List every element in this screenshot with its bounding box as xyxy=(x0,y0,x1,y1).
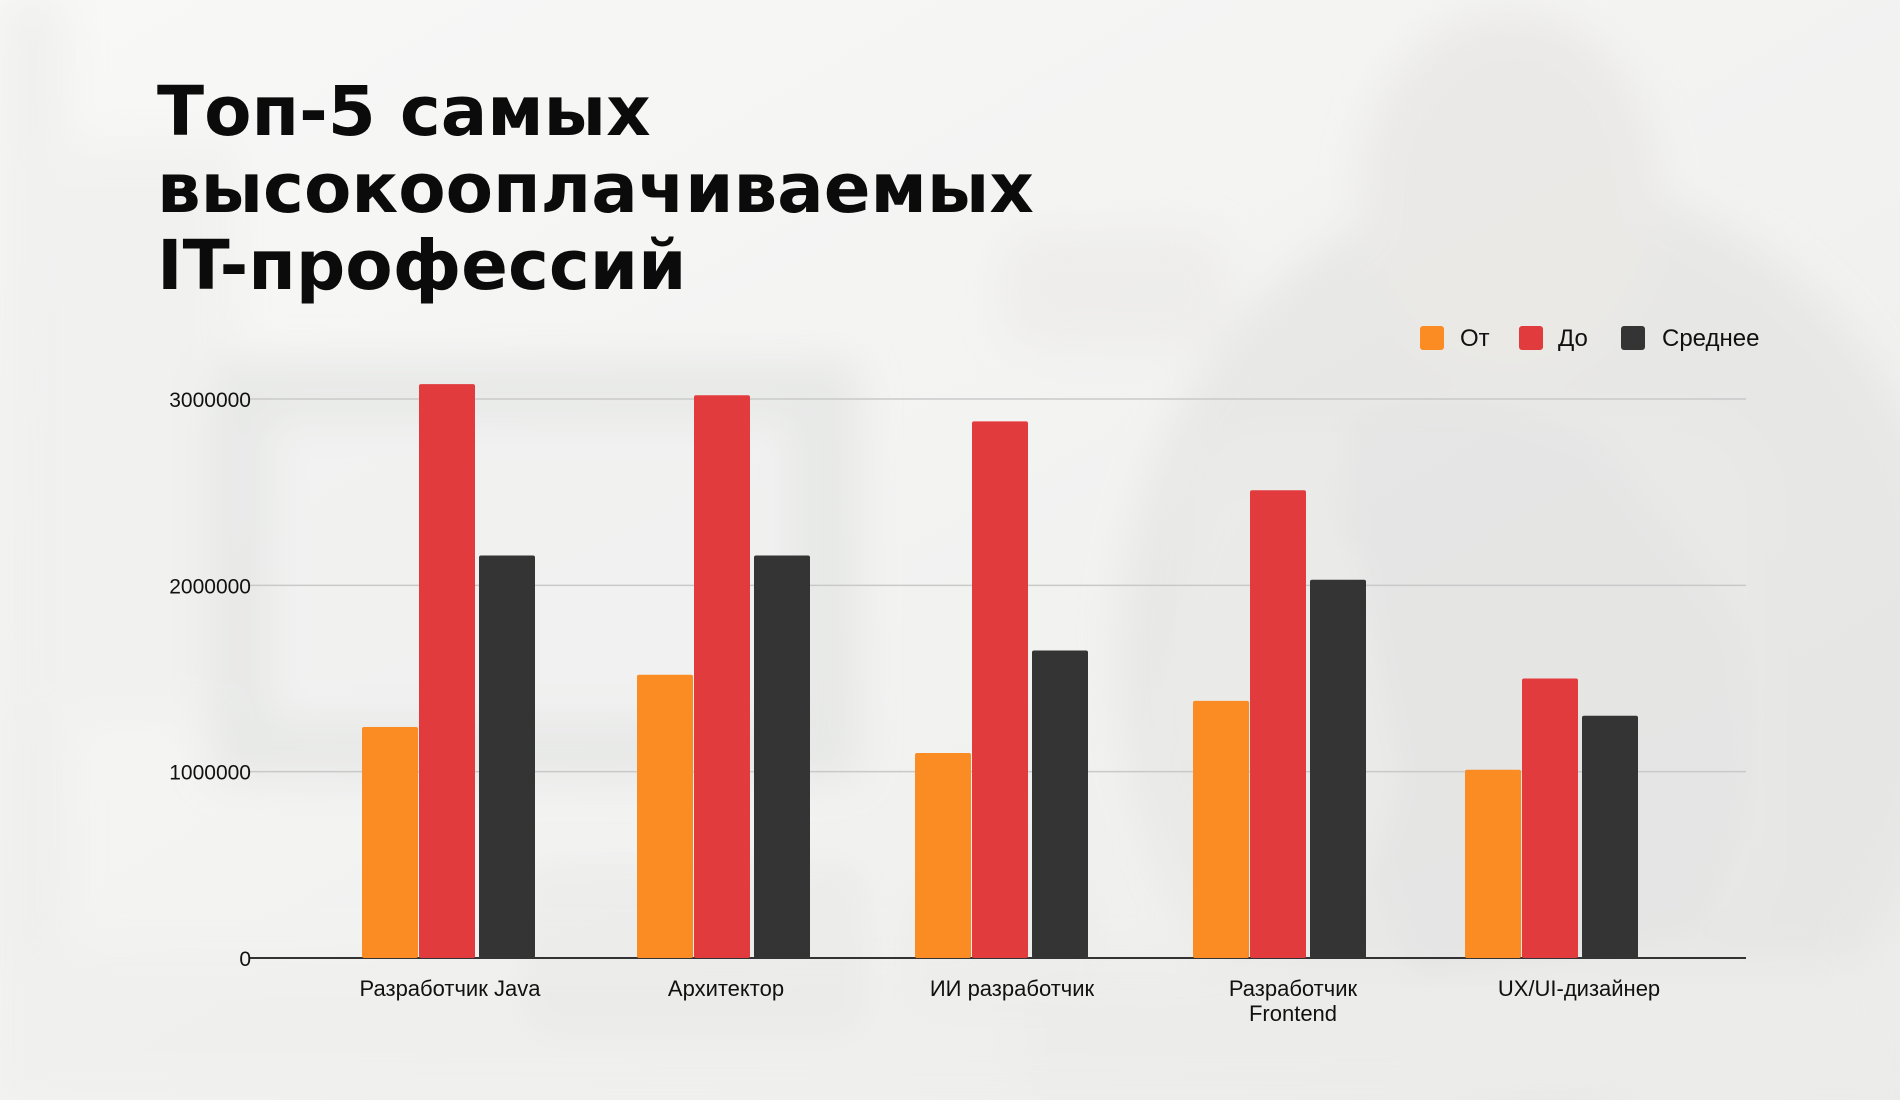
bar-group-ии-разработчик xyxy=(915,421,1088,958)
bar-от-ux-ui-дизайнер xyxy=(1465,769,1521,958)
legend-label: Среднее xyxy=(1662,325,1759,352)
x-tick-label-разработчик-java: Разработчик Java xyxy=(360,976,542,1001)
bar-от-ии-разработчик xyxy=(915,753,971,958)
page-title-line-1: Топ-5 самых xyxy=(157,72,651,152)
y-tick-label: 0 xyxy=(239,948,251,971)
x-tick-label-архитектор: Архитектор xyxy=(668,976,784,1001)
bar-group-разработчик-java xyxy=(362,384,535,958)
legend-swatch xyxy=(1621,326,1645,350)
bars xyxy=(362,384,1638,959)
bar-до-ux-ui-дизайнер xyxy=(1522,678,1578,958)
legend-swatch xyxy=(1420,326,1444,350)
x-axis-labels: Разработчик Java Архитектор ИИ разработчик… xyxy=(360,976,1661,1026)
bar-до-разработчик-java xyxy=(419,384,475,958)
bar-от-разработчик-java xyxy=(362,726,418,958)
legend-label: От xyxy=(1460,325,1490,352)
page-title: Топ-5 самых высокооплачиваемых IT-профес… xyxy=(157,74,1034,305)
bar-от-разработчик-frontend xyxy=(1193,700,1249,958)
x-tick-label-ux-ui-дизайнер: UX/UI-дизайнер xyxy=(1498,976,1660,1001)
page-title-line-3: IT-профессий xyxy=(157,226,687,306)
x-tick-label-разработчик-frontend: Разработчик Frontend xyxy=(1229,976,1358,1026)
bar-среднее-разработчик-frontend xyxy=(1310,579,1366,958)
page-title-line-2: высокооплачиваемых xyxy=(157,149,1034,229)
y-tick-label: 2000000 xyxy=(169,575,251,598)
legend: От До Среднее xyxy=(1420,325,1759,352)
x-tick-label-line: Разработчик xyxy=(1229,976,1358,1001)
bar-от-архитектор xyxy=(637,674,693,958)
bar-среднее-архитектор xyxy=(754,555,810,958)
bar-group-архитектор xyxy=(637,395,810,959)
bar-среднее-ux-ui-дизайнер xyxy=(1582,715,1638,958)
x-tick-label-ии-разработчик: ИИ разработчик xyxy=(930,976,1095,1001)
y-tick-label: 3000000 xyxy=(169,389,251,412)
legend-item-среднее: Среднее xyxy=(1621,325,1759,352)
legend-item-до: До xyxy=(1519,325,1588,352)
bar-до-разработчик-frontend xyxy=(1250,490,1306,958)
legend-item-от: От xyxy=(1420,325,1490,352)
legend-label: До xyxy=(1558,325,1588,352)
y-tick-label: 1000000 xyxy=(169,762,251,785)
bar-до-ии-разработчик xyxy=(972,421,1028,958)
bar-group-разработчик-frontend xyxy=(1193,490,1366,958)
bar-до-архитектор xyxy=(694,395,750,959)
bar-group-ux-ui-дизайнер xyxy=(1465,678,1638,958)
bar-среднее-разработчик-java xyxy=(479,555,535,958)
bar-среднее-ии-разработчик xyxy=(1032,650,1088,958)
x-tick-label-line: Frontend xyxy=(1249,1001,1337,1026)
legend-swatch xyxy=(1519,326,1543,350)
